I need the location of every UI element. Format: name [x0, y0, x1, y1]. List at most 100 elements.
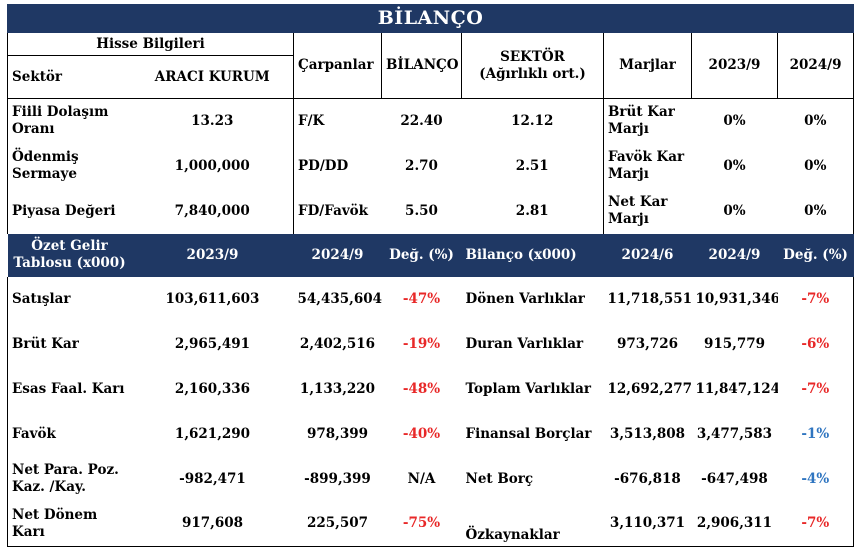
bilanco-x000-header: Bilanço (x000)	[461, 233, 604, 277]
info-row-value: 7,840,000	[131, 188, 294, 234]
info-row-label: Piyasa Değeri	[7, 188, 132, 234]
bilanco-label: Dönen Varlıklar	[465, 290, 585, 307]
gelir-2024-value: 978,399	[306, 425, 369, 442]
bilanco-2024-6-value: 12,692,277	[607, 380, 692, 397]
gelir-label: Net Dönem Karı	[7, 501, 132, 547]
sektor-value-cell: 2.81	[461, 188, 604, 234]
gelir-2023-value: 917,608	[131, 501, 294, 547]
gelir-2023-value: -982,471	[179, 470, 246, 487]
bilanco-deg-header: Değ. (%)	[777, 233, 854, 277]
bilanco-2024-6-value: 11,718,551	[607, 290, 692, 307]
bilanco-value: 5.50	[405, 202, 438, 219]
bilanco-2024-9-value: 11,847,124	[695, 380, 778, 397]
gelir-2024-header: 2024/9	[293, 233, 382, 277]
sektor-col-header-line1: SEKTÖR	[500, 48, 565, 65]
gelir-change-value: -40%	[402, 425, 441, 442]
gelir-2024-value: 54,435,604	[297, 290, 382, 307]
gelir-tablosu-header: Özet Gelir Tablosu (x000)	[7, 233, 132, 277]
gelir-2024-value: 2,402,516	[299, 335, 376, 352]
bilanco-2024-6-value: 3,110,371	[603, 501, 692, 547]
marj-label: Brüt Kar Marjı	[608, 104, 675, 138]
marjlar-header: Marjlar	[603, 32, 692, 99]
gelir-2023-header: 2023/9	[131, 233, 294, 277]
sektor-label: Sektör	[7, 55, 132, 99]
gelir-2024-value: 1,133,220	[299, 380, 376, 397]
sheet-title: BİLANÇO	[6, 4, 855, 33]
table-row: Brüt Kar 2,965,491 2,402,516 -19% Duran …	[7, 321, 855, 367]
bilanco-change-value: -7%	[777, 501, 855, 547]
gelir-2024-value: -899,399	[304, 470, 371, 487]
bilanco-value: 22.40	[400, 112, 443, 129]
marj-2023-header: 2023/9	[691, 32, 778, 99]
bilanco-change-value: -7%	[777, 366, 855, 412]
info-row-label: Fiili Dolaşım Oranı	[7, 98, 132, 144]
marj-2023-value: 0%	[723, 112, 746, 129]
bilanco-label: Finansal Borçlar	[465, 425, 592, 442]
bilanco-change-value: -6%	[777, 321, 855, 367]
bilanco-2024-6-value: -676,818	[614, 470, 681, 487]
gelir-2023-value: 1,621,290	[174, 425, 251, 442]
bilanco-2024-6-value: 973,726	[616, 335, 679, 352]
marj-label: Net Kar Marjı	[608, 194, 668, 227]
gelir-2023-value: 103,611,603	[165, 290, 260, 307]
marj-2024-value: 0%	[777, 188, 855, 234]
sektor-col-header-line2: (Ağırlıklı ort.)	[479, 65, 586, 82]
gelir-label: Esas Faal. Karı	[7, 366, 132, 412]
info-row-label: Ödenmiş Sermaye	[7, 143, 132, 189]
gelir-change-value: -48%	[402, 380, 441, 397]
gelir-2023-value: 2,160,336	[174, 380, 251, 397]
bilanco-label: Özkaynaklar	[461, 501, 604, 547]
bilanco-label: Duran Varlıklar	[465, 335, 584, 352]
bilanco-col-header: BİLANÇO	[381, 32, 462, 99]
bilanco-change-value: -7%	[777, 276, 855, 322]
table-row: Favök 1,621,290 978,399 -40% Finansal Bo…	[7, 411, 855, 457]
info-row-value: 1,000,000	[131, 143, 294, 189]
bilanco-2024-9-value: 915,779	[703, 335, 766, 352]
sektor-value: ARACI KURUM	[131, 55, 294, 99]
bilanco-2024-9-value: 10,931,346	[695, 290, 778, 307]
sektor-value-cell: 12.12	[461, 98, 604, 144]
gelir-label: Net Para. Poz. Kaz. /Kay.	[7, 456, 132, 502]
bilanco-label: Toplam Varlıklar	[465, 380, 592, 397]
marj-2023-value: 0%	[723, 157, 746, 174]
gelir-change-value: -47%	[402, 290, 441, 307]
bilanco-2024-9-value: 3,477,583	[696, 425, 773, 442]
table-row: Net Para. Poz. Kaz. /Kay. -982,471 -899,…	[7, 456, 855, 502]
bilanco-2024-9-value: -647,498	[701, 470, 768, 487]
bilanco-label: Net Borç	[465, 470, 534, 487]
bilanco-table: BİLANÇO Hisse Bilgileri Çarpanlar BİLANÇ…	[6, 4, 855, 547]
carpanlar-header: Çarpanlar	[293, 32, 382, 99]
gelir-2024-value: 225,507	[293, 501, 382, 547]
sektor-value-cell: 2.51	[461, 143, 604, 189]
bilanco-value: 2.70	[405, 157, 438, 174]
bilanco-change-value: -1%	[777, 411, 855, 457]
gelir-2023-value: 2,965,491	[174, 335, 251, 352]
gelir-label: Favök	[7, 411, 132, 457]
hisse-bilgileri-header: Hisse Bilgileri	[7, 32, 294, 56]
multiplier-label: PD/DD	[298, 157, 349, 174]
table-row: Esas Faal. Karı 2,160,336 1,133,220 -48%…	[7, 366, 855, 412]
table-row: Satışlar 103,611,603 54,435,604 -47% Dön…	[7, 276, 855, 322]
bilanco-2024-6-value: 3,513,808	[609, 425, 686, 442]
gelir-deg-header: Değ. (%)	[381, 233, 462, 277]
table-row: Net Dönem Karı 917,608 225,507 -75% Özka…	[7, 501, 855, 547]
info-row-value: 13.23	[131, 98, 294, 144]
gelir-label: Brüt Kar	[7, 321, 132, 367]
sektor-col-header: SEKTÖR (Ağırlıklı ort.)	[461, 32, 604, 99]
marj-2024-value: 0%	[777, 143, 855, 189]
gelir-change-value: -75%	[381, 501, 462, 547]
multiplier-label: F/K	[298, 112, 325, 129]
marj-2024-header: 2024/9	[777, 32, 855, 99]
bilanco-2024-9-value: 2,906,311	[691, 501, 778, 547]
marj-2023-value: 0%	[723, 202, 746, 219]
bilanco-2024-9-header: 2024/9	[691, 233, 778, 277]
bilanco-change-value: -4%	[777, 456, 855, 502]
gelir-change-value: -19%	[402, 335, 441, 352]
bilanco-2024-6-header: 2024/6	[603, 233, 692, 277]
gelir-change-value: N/A	[407, 470, 436, 487]
multiplier-label: FD/Favök	[298, 202, 369, 219]
gelir-label: Satışlar	[7, 276, 132, 322]
marj-label: Favök Kar Marjı	[608, 149, 685, 182]
marj-2024-value: 0%	[777, 98, 855, 144]
